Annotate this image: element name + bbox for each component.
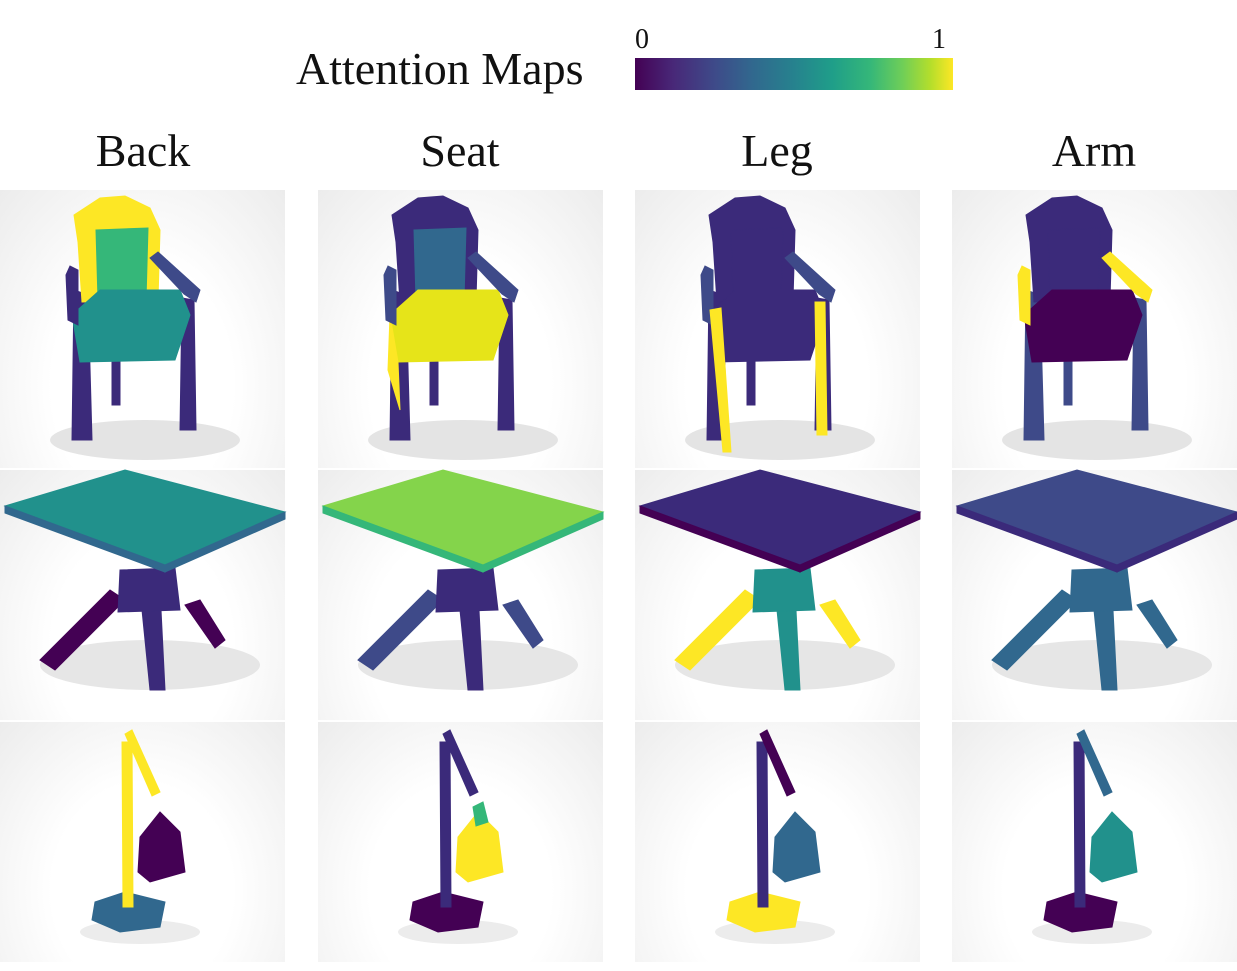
lamp-shade-top [472,801,489,827]
chair-back-panel [730,227,784,301]
chair-arm-left [1017,265,1031,326]
attention-panel [952,190,1237,468]
table-base [117,567,181,613]
table-top-edge [164,511,286,573]
attention-panel [0,190,285,468]
chair-arm-right [467,251,519,303]
chair-arm-left [383,265,397,326]
table-top-edge [482,511,604,573]
lamp-shade [1089,811,1138,883]
object-render [398,729,518,944]
chair-back-panel [1047,227,1101,301]
object-render [685,195,875,460]
object-render [638,469,922,691]
lamp-shade [137,811,186,883]
attention-panel [952,469,1237,720]
lamp-pole [439,741,452,908]
table-foot [819,599,861,649]
attention-panel [318,469,605,720]
object-render [321,469,605,691]
object-render [955,469,1237,691]
table-base [752,567,816,613]
attention-panel [635,469,922,720]
object-render [50,195,240,460]
lamp-shade [772,811,821,883]
chair-arm-left [65,265,79,326]
lamp-arm [124,729,161,797]
lamp-arm [759,729,796,797]
chair-leg-highlight [814,301,828,436]
figure-title: Attention Maps [296,43,584,94]
table-top [321,469,605,566]
lamp-arm [442,729,479,797]
table-top-edge [1116,511,1237,573]
attention-panel [0,469,287,720]
object-render [1002,195,1192,460]
colorbar-min-label: 0 [635,24,649,55]
chair-leg [111,359,121,406]
object-render [368,195,558,460]
lamp-pole [756,741,769,908]
chair-leg [746,359,756,406]
lamp-pole [121,741,134,908]
colorbar-max-label: 1 [932,24,946,55]
table-top [955,469,1237,566]
chair-back-panel [95,227,149,301]
table-top [638,469,922,566]
chair-seat [389,289,509,363]
column-title-leg: Leg [741,125,813,176]
table-foot [184,599,226,649]
chair-arm-right [784,251,836,303]
table-top [3,469,287,566]
attention-panel [0,722,285,962]
object-render [3,469,287,691]
column-title-seat: Seat [420,125,500,176]
chair-seat [706,289,826,363]
table-foot [1136,599,1178,649]
object-render [80,729,200,944]
column-title-back: Back [95,125,191,176]
chair-back-panel [413,227,467,301]
chair-seat [71,289,191,363]
chair-leg [1063,359,1073,406]
object-render [715,729,835,944]
lamp-arm [1076,729,1113,797]
attention-panel [318,722,603,962]
chair-seat [1023,289,1143,363]
table-base [1069,567,1133,613]
chair-arm-right [149,251,201,303]
chair-leg [429,359,439,406]
object-render [1032,729,1152,944]
attention-panel [635,190,920,468]
chair-leg-highlight [709,307,732,453]
chair-arm-right [1101,251,1153,303]
table-foot [502,599,544,649]
attention-panel [318,190,603,468]
attention-panel [635,722,920,962]
column-title-arm: Arm [1051,125,1137,176]
chair-seat-side [387,314,401,411]
attention-panel [952,722,1237,962]
lamp-pole [1073,741,1086,908]
table-base [435,567,499,613]
colorbar [635,58,953,90]
table-top-edge [799,511,921,573]
